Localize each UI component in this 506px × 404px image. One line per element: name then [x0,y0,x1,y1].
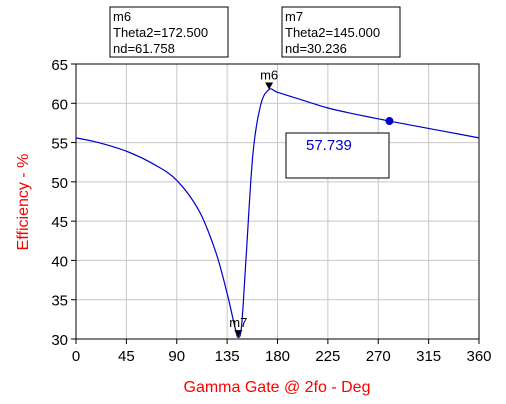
x-tick-label: 315 [416,348,441,365]
x-axis-label: Gamma Gate @ 2fo - Deg [184,379,371,396]
y-tick-label: 60 [51,96,68,113]
x-tick-label: 135 [215,348,240,365]
y-tick-label: 35 [51,293,68,310]
marker-box-m6-line-3: nd=61.758 [113,41,175,56]
efficiency-curve [75,88,480,339]
y-tick-label: 65 [51,57,68,74]
marker-box-m6-line-2: Theta2=172.500 [113,25,208,40]
x-tick-label: 90 [168,348,185,365]
cursor-point[interactable] [385,117,394,126]
x-tick-label: 0 [72,348,80,365]
y-tick-label: 50 [51,175,68,192]
markers: m6 m7 [229,67,394,338]
y-tick-label: 55 [51,136,68,153]
x-tick-label: 180 [265,348,290,365]
x-tick-label: 45 [118,348,135,365]
marker-triangle-m6 [265,82,274,90]
x-tick-label: 270 [366,348,391,365]
y-tick-label: 45 [51,214,68,231]
readout-value: 57.739 [306,137,352,154]
y-tick-label: 40 [51,253,68,270]
axis-ticks: 0 45 90 135 180 225 270 315 360 30 35 40 45 50 55 60 65 [51,57,491,365]
marker-box-m6-line-1: m6 [113,9,131,24]
marker-label-m7: m7 [229,315,247,330]
marker-triangle-m7 [234,330,243,338]
marker-box-m7-line-2: Theta2=145.000 [285,25,380,40]
grid-lines [76,64,479,339]
readout-box: 57.739 [285,132,390,179]
x-tick-label: 360 [466,348,491,365]
marker-box-m6: m6 Theta2=172.500 nd=61.758 [109,6,229,58]
marker-box-m7-line-1: m7 [285,9,303,24]
y-axis-label: Efficiency - % [15,154,32,251]
x-tick-label: 225 [315,348,340,365]
marker-box-m7-line-3: nd=30.236 [285,41,347,56]
marker-label-m6: m6 [260,67,278,82]
y-tick-label: 30 [51,332,68,349]
marker-box-m7: m7 Theta2=145.000 nd=30.236 [281,6,401,58]
